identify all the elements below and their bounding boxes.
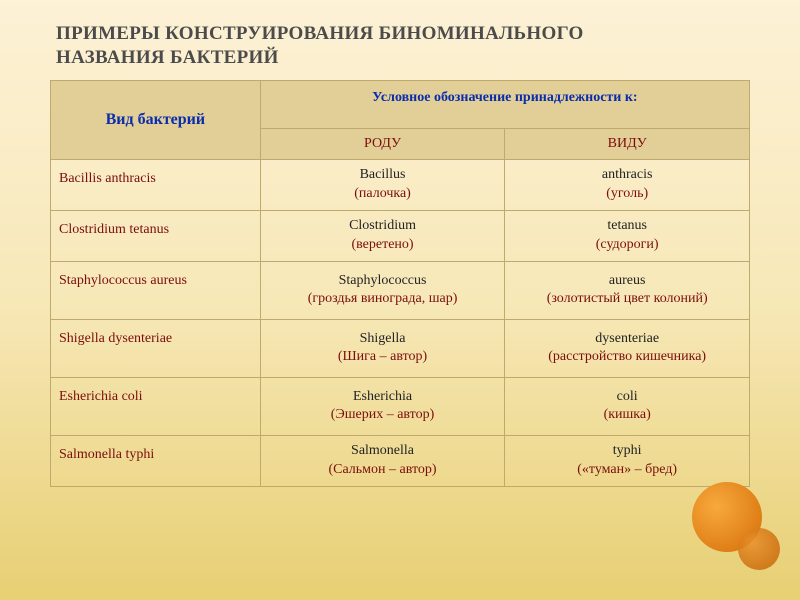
- cell-species-name: Bacillis anthracis: [51, 160, 261, 211]
- table-row: Clostridium tetanus Clostridium (веретен…: [51, 211, 750, 262]
- cell-species-epithet: aureus (золотистый цвет колоний): [505, 261, 750, 319]
- slide-title: ПРИМЕРЫ КОНСТРУИРОВАНИЯ БИНОМИНАЛЬНОГО Н…: [56, 22, 656, 70]
- cell-genus: Esherichia (Эшерих – автор): [260, 377, 505, 435]
- table-row: Salmonella typhi Salmonella (Сальмон – а…: [51, 435, 750, 486]
- sp-ru: (кишка): [604, 407, 651, 422]
- genus-ru: (гроздья винограда, шар): [308, 291, 458, 306]
- col-header-genus: РОДУ: [260, 128, 505, 160]
- sp-ru: («туман» – бред): [577, 462, 677, 477]
- cell-species-name: Salmonella typhi: [51, 435, 261, 486]
- cell-species-name: Shigella dysenteriae: [51, 319, 261, 377]
- genus-ru: (Шига – автор): [338, 349, 427, 364]
- genus-ru: (веретено): [351, 237, 413, 252]
- genus-lat: Esherichia: [353, 389, 412, 404]
- cell-species-name: Staphylococcus aureus: [51, 261, 261, 319]
- sp-ru: (золотистый цвет колоний): [547, 291, 708, 306]
- sp-ru: (судороги): [596, 237, 659, 252]
- genus-ru: (Эшерих – автор): [331, 407, 434, 422]
- col-header-species-sub: ВИДУ: [505, 128, 750, 160]
- decor-circle-small: [738, 528, 780, 570]
- cell-species-epithet: typhi («туман» – бред): [505, 435, 750, 486]
- sp-lat: tetanus: [607, 218, 647, 233]
- genus-ru: (Сальмон – автор): [328, 462, 436, 477]
- sp-lat: anthracis: [602, 167, 653, 182]
- table-row: Bacillis anthracis Bacillus (палочка) an…: [51, 160, 750, 211]
- slide: ПРИМЕРЫ КОНСТРУИРОВАНИЯ БИНОМИНАЛЬНОГО Н…: [0, 0, 800, 600]
- sp-lat: dysenteriae: [595, 331, 659, 346]
- cell-genus: Shigella (Шига – автор): [260, 319, 505, 377]
- cell-genus: Clostridium (веретено): [260, 211, 505, 262]
- cell-species-epithet: dysenteriae (расстройство кишечника): [505, 319, 750, 377]
- sp-ru: (расстройство кишечника): [548, 349, 706, 364]
- genus-ru: (палочка): [354, 186, 411, 201]
- genus-lat: Salmonella: [351, 443, 414, 458]
- cell-species-name: Clostridium tetanus: [51, 211, 261, 262]
- genus-lat: Bacillus: [360, 167, 406, 182]
- table-row: Staphylococcus aureus Staphylococcus (гр…: [51, 261, 750, 319]
- sp-ru: (уголь): [606, 186, 648, 201]
- table-header-row-1: Вид бактерий Условное обозначение принад…: [51, 80, 750, 128]
- cell-species-epithet: tetanus (судороги): [505, 211, 750, 262]
- cell-genus: Staphylococcus (гроздья винограда, шар): [260, 261, 505, 319]
- genus-lat: Clostridium: [349, 218, 416, 233]
- sp-lat: coli: [617, 389, 638, 404]
- genus-lat: Staphylococcus: [339, 273, 427, 288]
- cell-genus: Salmonella (Сальмон – автор): [260, 435, 505, 486]
- sp-lat: aureus: [609, 273, 646, 288]
- col-header-species: Вид бактерий: [51, 80, 261, 160]
- title-line-1: ПРИМЕРЫ КОНСТРУИРОВАНИЯ БИНОМИНАЛЬНОГО: [56, 23, 584, 44]
- sp-lat: typhi: [613, 443, 642, 458]
- col-header-designation: Условное обозначение принадлежности к:: [260, 80, 749, 128]
- cell-species-epithet: anthracis (уголь): [505, 160, 750, 211]
- genus-lat: Shigella: [360, 331, 406, 346]
- cell-species-name: Esherichia coli: [51, 377, 261, 435]
- cell-species-epithet: coli (кишка): [505, 377, 750, 435]
- bacteria-table: Вид бактерий Условное обозначение принад…: [50, 80, 750, 487]
- cell-genus: Bacillus (палочка): [260, 160, 505, 211]
- title-line-2: НАЗВАНИЯ БАКТЕРИЙ: [56, 47, 279, 68]
- table-row: Shigella dysenteriae Shigella (Шига – ав…: [51, 319, 750, 377]
- table-row: Esherichia coli Esherichia (Эшерих – авт…: [51, 377, 750, 435]
